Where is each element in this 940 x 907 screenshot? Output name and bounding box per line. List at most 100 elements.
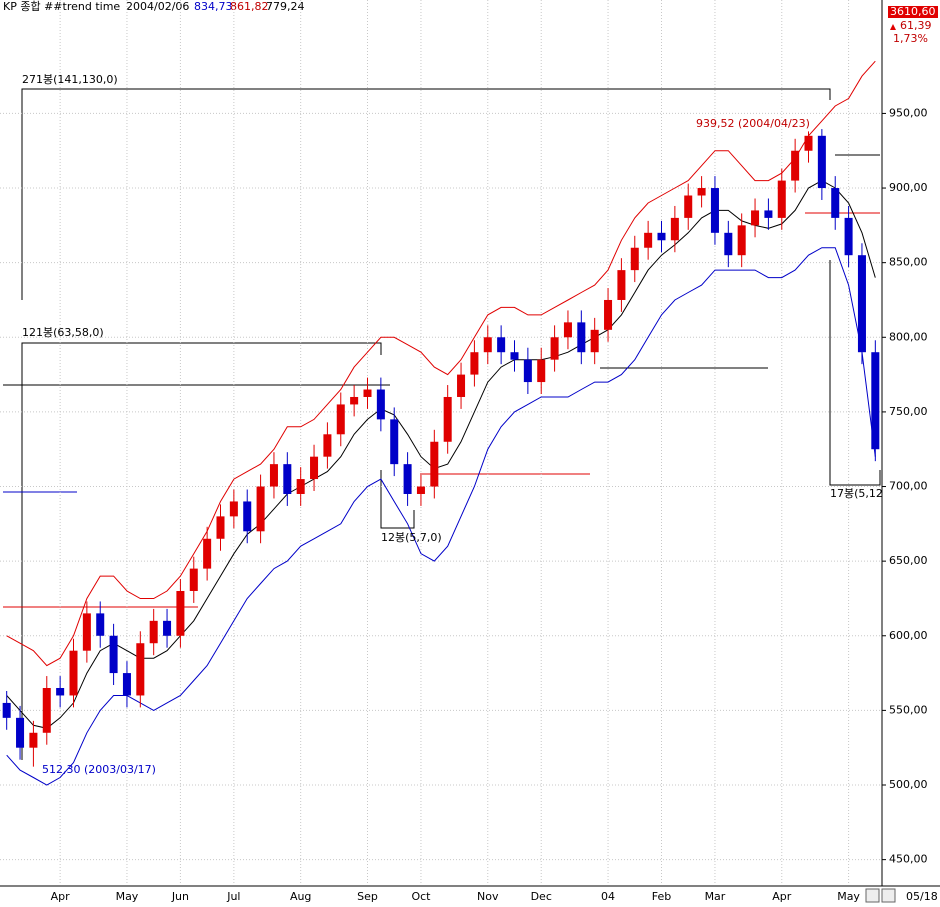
candle-body <box>243 501 252 532</box>
y-tick-label: 600,00 <box>889 629 928 642</box>
candle-body <box>82 613 91 651</box>
candle-body <box>563 322 572 338</box>
tool-button[interactable] <box>865 888 880 903</box>
candle-body <box>443 396 452 442</box>
x-tick-label: Mar <box>705 890 726 903</box>
y-tick-label: 850,00 <box>889 256 928 269</box>
candle-body <box>751 210 760 226</box>
candle-body <box>350 396 359 405</box>
y-tick-label: 450,00 <box>889 853 928 866</box>
candle-body <box>216 516 225 539</box>
last-date: 05/18 <box>906 890 938 903</box>
annotation: 271봉(141,130,0) <box>22 73 118 86</box>
x-tick-label: Dec <box>531 890 552 903</box>
y-tick-label: 900,00 <box>889 181 928 194</box>
x-tick-label: 04 <box>601 890 615 903</box>
candle-body <box>644 232 653 248</box>
quote-percent: 1,73% <box>893 32 928 45</box>
candle-body <box>470 352 479 375</box>
candle-body <box>670 217 679 241</box>
quote-change: 61,39 <box>900 19 932 32</box>
y-tick-label: 800,00 <box>889 330 928 343</box>
candle-body <box>590 329 599 353</box>
candle-body <box>176 590 185 636</box>
candle-body <box>416 486 425 494</box>
candle-body <box>189 568 198 591</box>
header-low: 779,24 <box>266 0 305 13</box>
candle-body <box>523 359 532 383</box>
header-date: 2004/02/06 <box>126 0 189 13</box>
y-tick-label: 650,00 <box>889 554 928 567</box>
candle-body <box>684 195 693 218</box>
candle-body <box>96 613 105 636</box>
candle-body <box>376 389 385 420</box>
x-tick-label: Apr <box>772 890 792 903</box>
candle-body <box>229 501 238 517</box>
candle-body <box>737 225 746 256</box>
x-tick-label: May <box>116 890 139 903</box>
y-tick-label: 750,00 <box>889 405 928 418</box>
candle-body <box>336 404 345 435</box>
candle-body <box>550 337 559 360</box>
candle-body <box>617 270 626 300</box>
candle-body <box>657 232 666 241</box>
bracket <box>829 260 881 486</box>
bracket <box>380 470 415 529</box>
bracket <box>21 342 382 760</box>
candle-body <box>510 352 519 360</box>
x-tick-label: Aug <box>290 890 311 903</box>
candle-body <box>483 337 492 353</box>
up-arrow <box>890 24 896 30</box>
chart-title: KP 종합 ##trend time <box>3 0 120 13</box>
annotation: 12봉(5,7,0) <box>381 531 442 544</box>
candle-body <box>497 337 506 353</box>
candle-body <box>42 688 51 733</box>
candle-body <box>203 538 212 569</box>
x-tick-label: Oct <box>411 890 431 903</box>
quote-box <box>888 6 938 18</box>
band-line <box>6 247 876 786</box>
x-tick-label: Jun <box>171 890 189 903</box>
x-tick-label: Apr <box>51 890 71 903</box>
candle-body <box>831 188 840 218</box>
candle-body <box>537 359 546 383</box>
x-tick-label: Sep <box>357 890 378 903</box>
header-open: 834,73 <box>194 0 233 13</box>
annotation: 121봉(63,58,0) <box>22 326 104 339</box>
candle-body <box>764 210 773 218</box>
candle-body <box>844 217 853 256</box>
band-line <box>6 180 876 729</box>
candle-body <box>363 389 372 397</box>
y-tick-label: 700,00 <box>889 480 928 493</box>
candle-body <box>791 150 800 181</box>
x-tick-label: Nov <box>477 890 499 903</box>
x-tick-label: Feb <box>652 890 671 903</box>
bracket <box>21 88 831 300</box>
annotation: 17봉(5,12 <box>830 487 883 500</box>
candle-body <box>777 180 786 218</box>
candle-body <box>817 135 826 189</box>
y-tick-label: 500,00 <box>889 778 928 791</box>
candle-body <box>871 352 880 450</box>
x-tick-label: Jul <box>226 890 240 903</box>
candle-body <box>29 732 38 748</box>
candle-body <box>109 635 118 674</box>
candle-body <box>323 434 332 457</box>
candle-body <box>163 620 172 636</box>
candle-body <box>577 322 586 353</box>
candle-body <box>390 419 399 465</box>
candle-body <box>283 464 292 494</box>
candle-body <box>457 374 466 397</box>
candle-body <box>16 717 25 748</box>
candle-body <box>136 643 145 696</box>
candle-body <box>857 255 866 353</box>
candle-body <box>56 688 65 696</box>
zoom-button[interactable] <box>881 888 896 903</box>
candle-body <box>69 650 78 696</box>
header-high: 861,82 <box>230 0 269 13</box>
candle-body <box>710 188 719 233</box>
candle-body <box>403 464 412 494</box>
